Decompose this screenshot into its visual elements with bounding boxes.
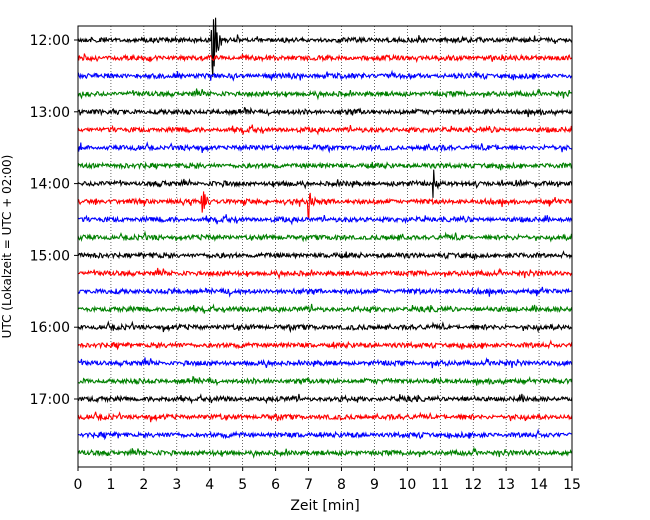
x-tick-label: 12 bbox=[464, 477, 482, 493]
seismogram-trace-1730 bbox=[77, 428, 573, 441]
y-tick-label: 17:00 bbox=[30, 392, 70, 408]
y-tick-label: 14:00 bbox=[30, 177, 70, 193]
seismogram-trace-1245 bbox=[77, 88, 573, 101]
x-tick-label: 8 bbox=[337, 477, 346, 493]
seismogram-trace-1200 bbox=[77, 17, 573, 78]
x-tick-label: 0 bbox=[74, 477, 83, 493]
seismogram-trace-1600 bbox=[77, 320, 573, 334]
seismogram-trace-1500 bbox=[78, 250, 573, 260]
seismogram-trace-1415 bbox=[77, 191, 573, 220]
seismogram-trace-1645 bbox=[77, 375, 573, 387]
x-tick-label: 15 bbox=[563, 477, 581, 493]
seismogram-trace-1215 bbox=[77, 53, 573, 64]
seismogram-trace-1700 bbox=[77, 393, 573, 405]
x-tick-label: 4 bbox=[205, 477, 214, 493]
axis-layer: 0 1 2 3 4 5 6 7 8 9 10 11 12 13 14 1512:0013:0014:0015:… bbox=[30, 33, 581, 493]
seismogram-trace-1615 bbox=[77, 339, 573, 351]
seismogram-trace-1445 bbox=[77, 230, 573, 243]
y-tick-label: 12:00 bbox=[30, 33, 70, 49]
trace-layer bbox=[77, 17, 573, 459]
x-tick-label: 7 bbox=[304, 477, 313, 493]
y-tick-label: 16:00 bbox=[30, 320, 70, 336]
seismogram-trace-1545 bbox=[77, 303, 573, 314]
x-tick-label: 3 bbox=[172, 477, 181, 493]
seismogram-trace-1630 bbox=[77, 357, 573, 369]
seismogram-trace-1530 bbox=[77, 286, 573, 298]
x-tick-label: 13 bbox=[497, 477, 515, 493]
seismogram-trace-1515 bbox=[77, 267, 573, 280]
x-tick-label: 14 bbox=[530, 477, 548, 493]
seismogram-trace-1345 bbox=[77, 161, 573, 171]
y-axis-label: UTC (Lokalzeit = UTC + 02:00) bbox=[0, 155, 14, 339]
seismogram-trace-1315 bbox=[77, 124, 573, 136]
seismogram-trace-1745 bbox=[77, 446, 573, 459]
seismogram-trace-1430 bbox=[77, 214, 573, 226]
plot-frame bbox=[77, 25, 573, 468]
x-axis-label: Zeit [min] bbox=[290, 498, 359, 514]
x-tick-label: 1 bbox=[106, 477, 115, 493]
seismogram-trace-1715 bbox=[77, 411, 573, 423]
y-tick-label: 15:00 bbox=[30, 248, 70, 264]
x-tick-label: 2 bbox=[139, 477, 148, 493]
seismogram-trace-1230 bbox=[77, 69, 573, 82]
seismogram-trace-1330 bbox=[77, 141, 573, 154]
x-tick-label: 9 bbox=[370, 477, 379, 493]
x-tick-label: 5 bbox=[238, 477, 247, 493]
x-tick-label: 10 bbox=[398, 477, 416, 493]
seismogram-trace-1400 bbox=[77, 169, 573, 198]
seismogram-trace-1300 bbox=[77, 106, 573, 118]
x-tick-label: 6 bbox=[271, 477, 280, 493]
x-tick-label: 11 bbox=[431, 477, 449, 493]
y-tick-label: 13:00 bbox=[30, 105, 70, 121]
